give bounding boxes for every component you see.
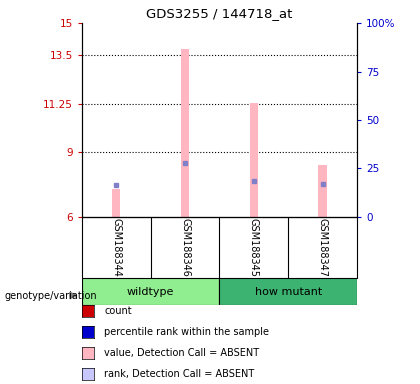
Bar	[220, 278, 357, 305]
Text: percentile rank within the sample: percentile rank within the sample	[104, 327, 269, 337]
Bar	[250, 103, 258, 217]
Title: GDS3255 / 144718_at: GDS3255 / 144718_at	[146, 7, 293, 20]
Text: rank, Detection Call = ABSENT: rank, Detection Call = ABSENT	[104, 369, 255, 379]
Text: count: count	[104, 306, 132, 316]
Bar	[181, 49, 189, 217]
Text: GSM188346: GSM188346	[180, 218, 190, 277]
Text: GSM188344: GSM188344	[111, 218, 121, 277]
Text: GSM188347: GSM188347	[318, 218, 328, 277]
Text: value, Detection Call = ABSENT: value, Detection Call = ABSENT	[104, 348, 259, 358]
Bar	[318, 165, 327, 217]
Bar	[112, 189, 121, 217]
Bar	[82, 278, 220, 305]
Text: how mutant: how mutant	[255, 287, 322, 297]
Text: genotype/variation: genotype/variation	[4, 291, 97, 301]
Text: GSM188345: GSM188345	[249, 218, 259, 277]
Text: wildtype: wildtype	[127, 287, 174, 297]
